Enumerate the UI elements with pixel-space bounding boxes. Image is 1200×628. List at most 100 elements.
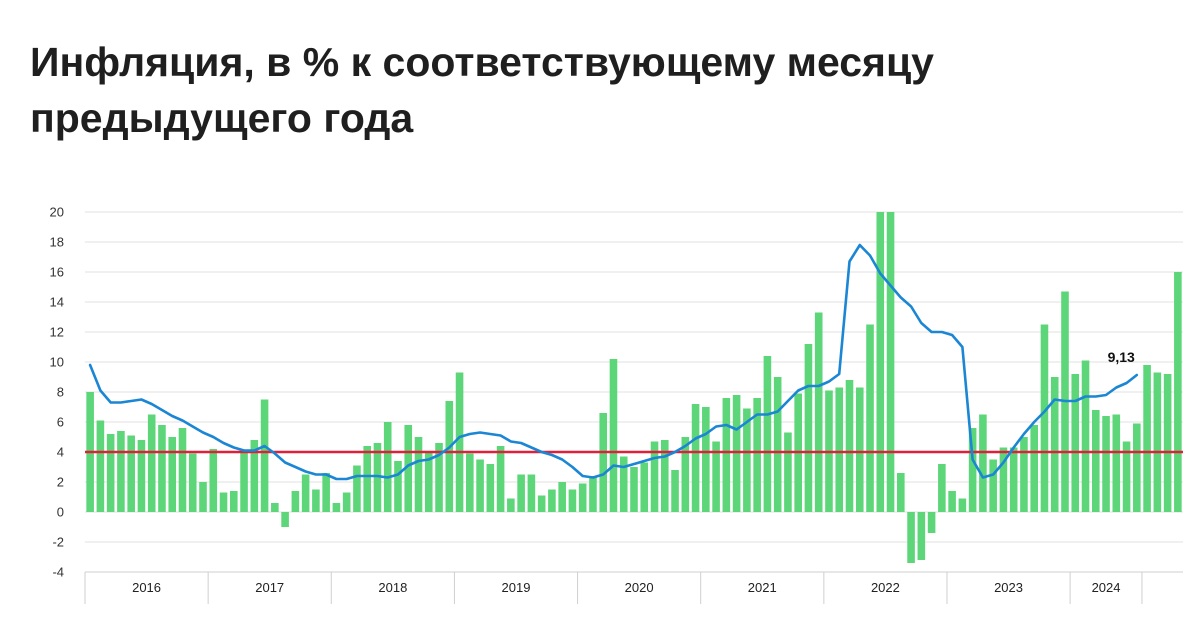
bar <box>537 495 546 512</box>
bar <box>445 401 454 512</box>
chart-title: Инфляция, в % к соответствующему месяцу … <box>30 39 934 141</box>
bar <box>455 372 464 512</box>
bar <box>240 450 248 512</box>
bar <box>630 467 638 512</box>
y-tick-label: 10 <box>50 355 64 370</box>
bar <box>640 462 649 512</box>
bar <box>414 437 423 512</box>
bar-series <box>86 212 1182 563</box>
y-tick-label: -2 <box>52 535 64 550</box>
bar <box>938 464 946 512</box>
bar <box>188 453 197 512</box>
bar <box>1102 416 1110 512</box>
bar <box>578 483 587 512</box>
year-label: 2017 <box>255 580 284 595</box>
bar <box>1112 414 1121 512</box>
trend-line <box>88 243 1139 481</box>
bar <box>804 344 813 512</box>
bar <box>147 414 156 512</box>
bar <box>907 512 915 563</box>
year-label: 2020 <box>625 580 654 595</box>
bar <box>927 512 936 533</box>
bar <box>619 456 628 512</box>
bar <box>507 498 515 512</box>
bar <box>281 512 289 527</box>
trend-line-series <box>88 243 1139 481</box>
bar <box>1153 372 1162 512</box>
bar <box>476 459 484 512</box>
bar <box>1163 374 1172 512</box>
bar <box>229 491 238 512</box>
bar <box>548 489 556 512</box>
grid-lines <box>85 211 1183 573</box>
bar <box>1030 425 1039 512</box>
bar <box>763 356 772 512</box>
bar <box>979 414 987 512</box>
year-label: 2023 <box>994 580 1023 595</box>
bar <box>250 440 259 512</box>
bar <box>1122 441 1131 512</box>
bar <box>342 492 351 512</box>
y-tick-label: 6 <box>57 415 64 430</box>
bar <box>650 441 659 512</box>
y-tick-label: 4 <box>57 445 64 460</box>
bar <box>322 473 330 512</box>
bar <box>609 359 618 512</box>
bar <box>1009 447 1018 512</box>
bar <box>127 435 135 512</box>
bar <box>137 440 146 512</box>
bar <box>353 465 361 512</box>
bar <box>517 474 525 512</box>
value-labels: 9,13 <box>1108 349 1135 365</box>
bar <box>814 312 823 512</box>
bar <box>301 474 310 512</box>
bar <box>271 503 279 512</box>
y-tick-label: 20 <box>50 205 64 220</box>
bar <box>209 449 218 512</box>
bar <box>989 459 997 512</box>
y-tick-label: 0 <box>57 505 64 520</box>
bar <box>743 408 751 512</box>
bar <box>260 399 269 512</box>
y-tick-label: 8 <box>57 385 64 400</box>
bar <box>660 440 669 512</box>
bar <box>589 476 597 512</box>
y-tick-label: 16 <box>50 265 64 280</box>
bar <box>158 425 166 512</box>
year-label: 2022 <box>871 580 900 595</box>
bar <box>958 498 967 512</box>
bar <box>332 503 341 512</box>
bar <box>876 212 885 512</box>
bar <box>199 482 207 512</box>
bar <box>291 491 300 512</box>
bar <box>845 380 854 512</box>
last-value-label: 9,13 <box>1108 349 1135 365</box>
bar <box>312 489 320 512</box>
bar <box>897 473 905 512</box>
bar <box>168 437 177 512</box>
bar <box>732 395 741 512</box>
bar <box>1133 423 1141 512</box>
bar <box>1050 377 1059 512</box>
bar <box>671 470 679 512</box>
bar <box>394 461 402 512</box>
bar <box>496 446 505 512</box>
bar <box>691 404 700 512</box>
bar <box>1040 324 1049 512</box>
bar <box>96 420 105 512</box>
bar <box>702 407 710 512</box>
year-label: 2016 <box>132 580 161 595</box>
bar <box>681 437 690 512</box>
year-label: 2021 <box>748 580 777 595</box>
x-axis: 2016 2017 2018 2019 2020 2021 2022 2023 2024 <box>84 571 1183 604</box>
bar <box>1091 410 1100 512</box>
y-tick-label: -4 <box>52 565 64 580</box>
bar <box>486 464 495 512</box>
bar <box>855 387 864 512</box>
bar <box>1071 374 1080 512</box>
bar <box>373 443 382 512</box>
bar <box>999 447 1008 512</box>
year-label: 2018 <box>378 580 407 595</box>
